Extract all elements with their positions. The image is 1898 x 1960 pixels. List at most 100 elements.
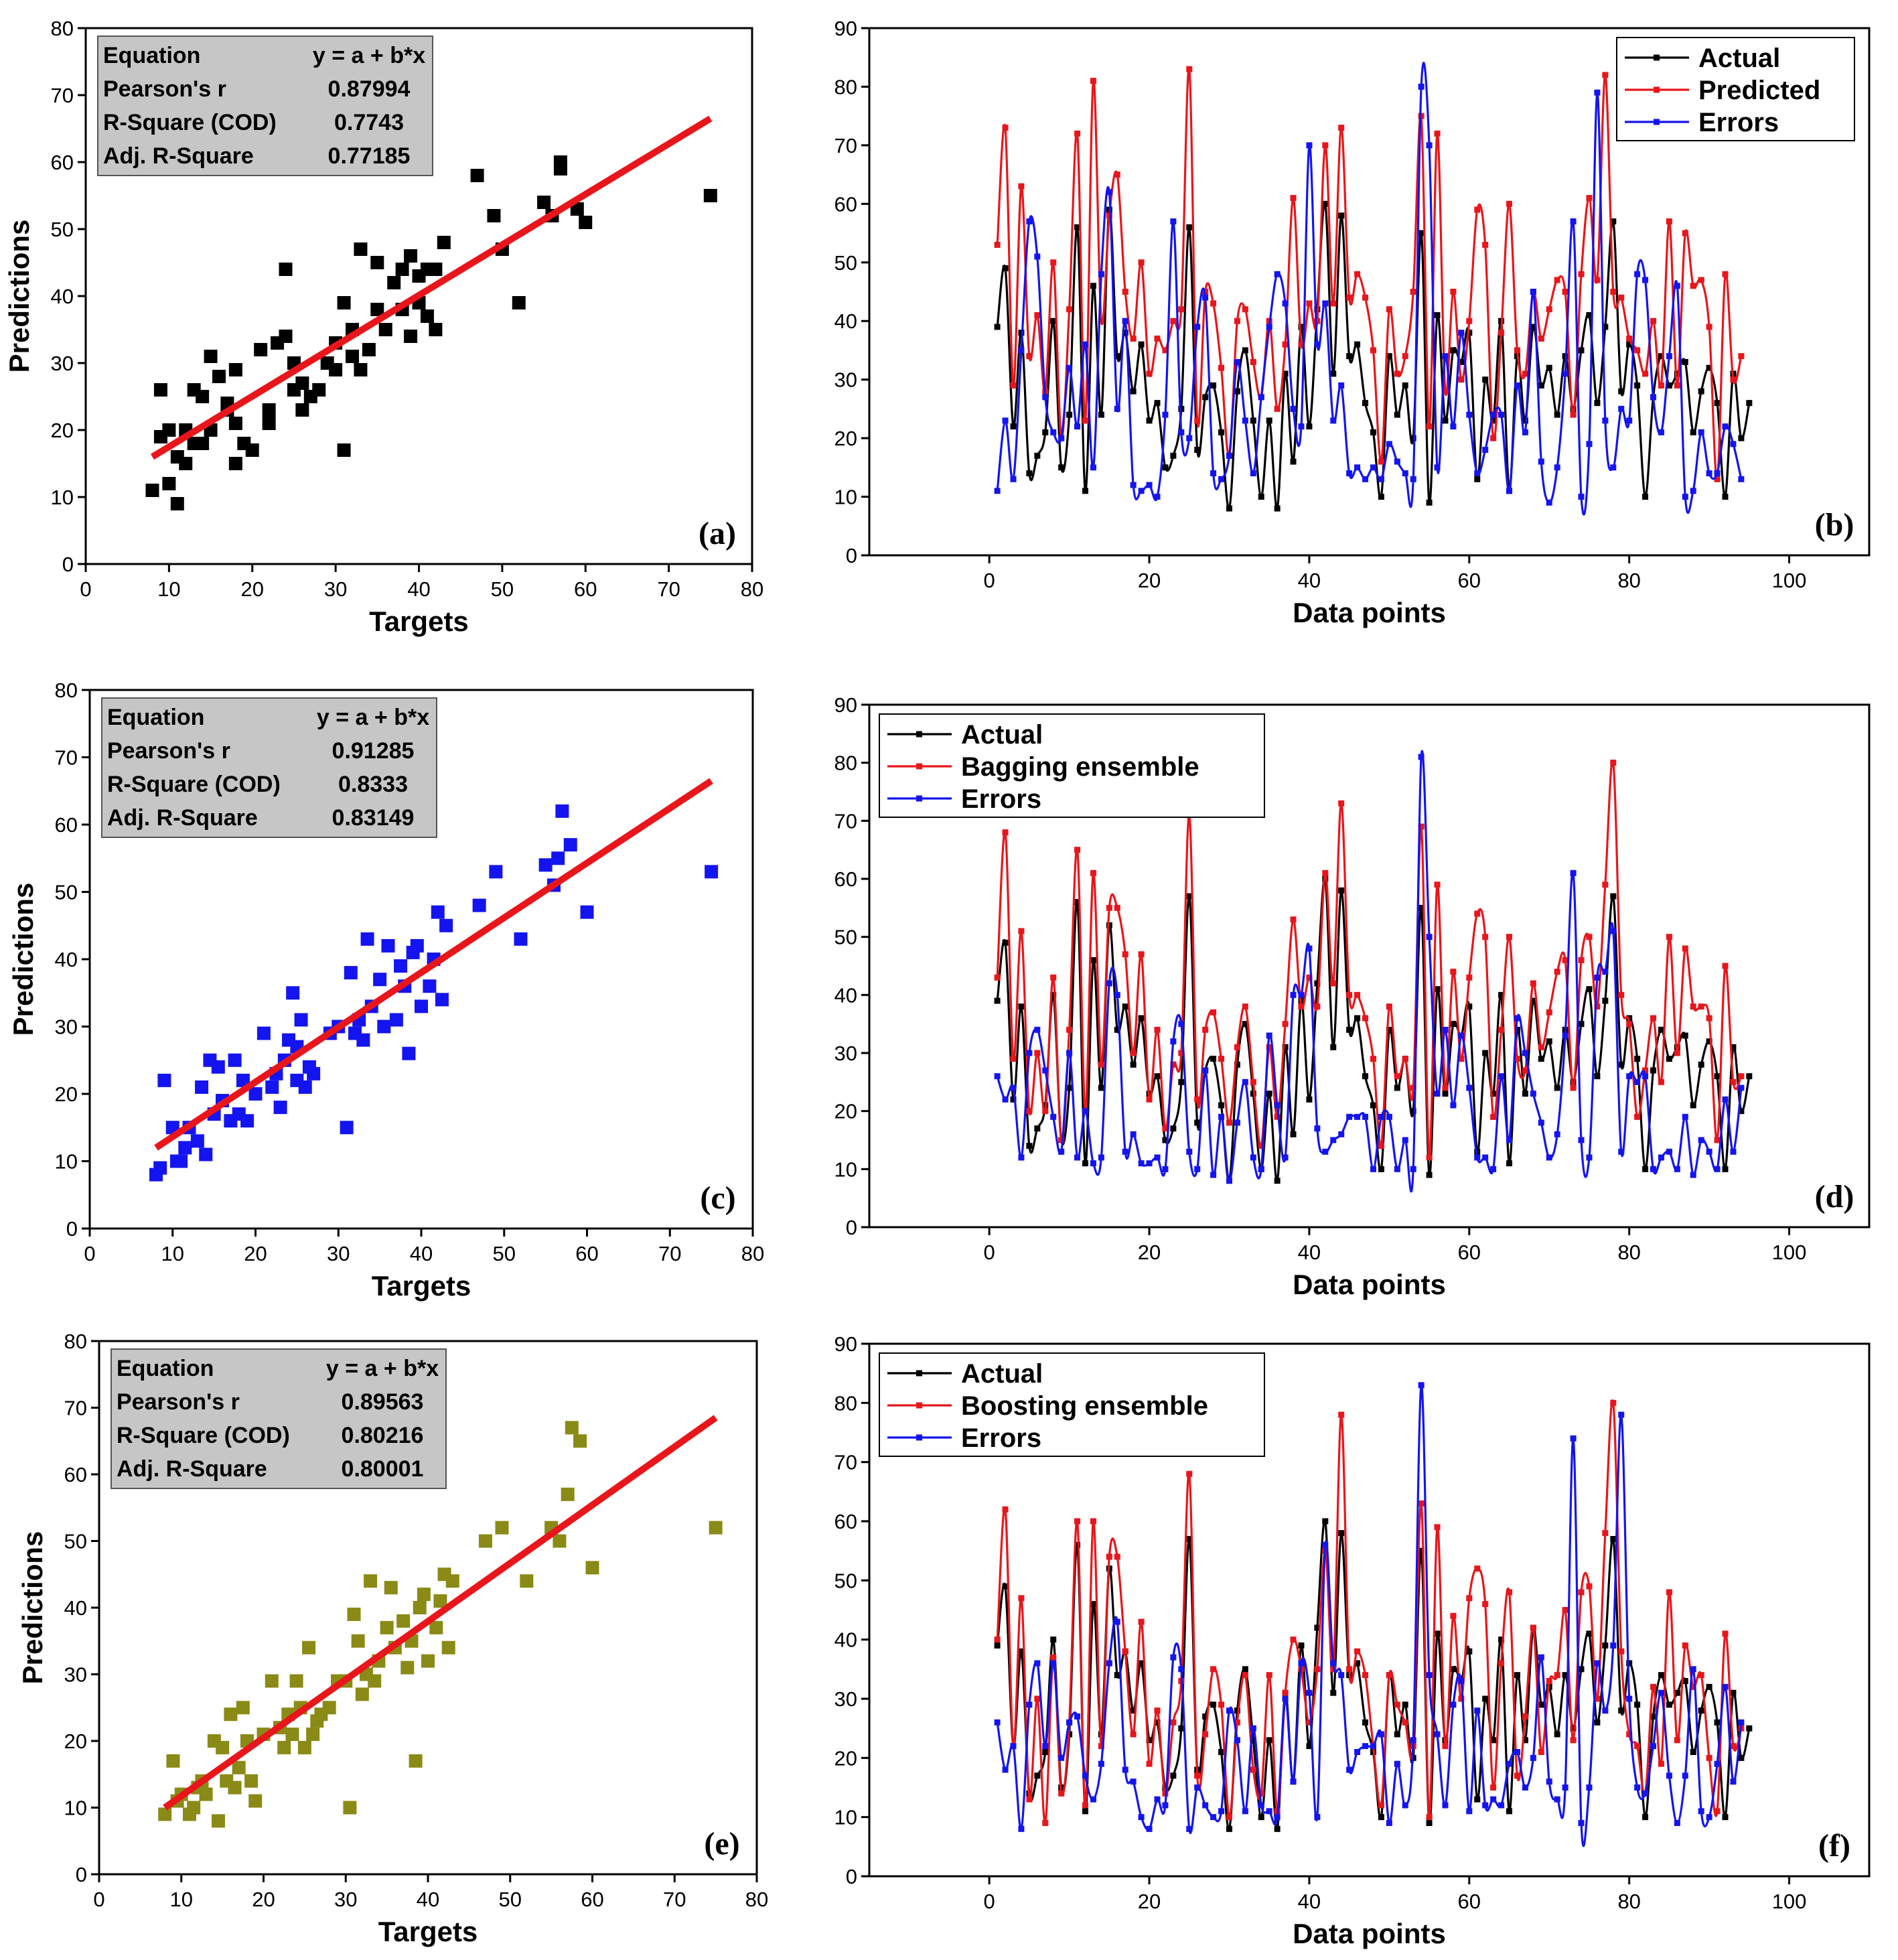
- series-marker: [1690, 1683, 1696, 1690]
- scatter-point: [395, 263, 409, 276]
- y-tick-label: 10: [834, 1806, 857, 1829]
- series-marker: [1242, 1078, 1248, 1085]
- series-marker: [1362, 1672, 1369, 1679]
- series-marker: [1714, 400, 1721, 407]
- series-marker: [1090, 464, 1096, 471]
- series-marker: [1202, 1713, 1209, 1720]
- scatter-point: [196, 390, 210, 403]
- series-marker: [1090, 283, 1096, 289]
- series-marker: [1234, 1737, 1240, 1744]
- series-marker: [1506, 1589, 1513, 1596]
- series-marker: [1482, 1050, 1489, 1056]
- series-marker: [1378, 476, 1384, 482]
- x-tick-label: 60: [581, 1888, 603, 1911]
- x-tick-label: 50: [499, 1888, 522, 1911]
- series-marker: [1154, 1073, 1161, 1080]
- x-tick-label: 40: [1298, 1241, 1321, 1264]
- series-marker: [1282, 1154, 1289, 1161]
- series-marker: [1634, 382, 1641, 389]
- series-marker: [1538, 335, 1544, 342]
- series-marker: [1370, 1102, 1376, 1109]
- series-marker: [1194, 1784, 1201, 1791]
- series-marker: [1066, 1026, 1073, 1033]
- series-marker: [1442, 1084, 1449, 1091]
- series-marker: [1122, 1003, 1128, 1010]
- series-marker: [1386, 306, 1392, 313]
- series-marker: [1706, 1814, 1712, 1821]
- scatter-point: [298, 1080, 312, 1094]
- series-marker: [1306, 423, 1313, 430]
- series-marker: [1338, 1530, 1345, 1537]
- series-marker: [1418, 1382, 1425, 1389]
- series-marker: [1266, 417, 1272, 424]
- x-axis-title: Data points: [1293, 1918, 1446, 1949]
- series-marker: [994, 324, 1001, 330]
- series-marker: [1530, 1754, 1536, 1761]
- series-marker: [1514, 382, 1520, 389]
- series-marker: [1202, 294, 1209, 301]
- series-marker: [1602, 1642, 1609, 1649]
- series-marker: [1274, 1814, 1281, 1821]
- panel-b: 0 20 40 60 80 100 0 10 20 30 40 50 60 70 80 90 Data poin…: [834, 17, 1871, 628]
- scatter-point: [289, 1674, 303, 1688]
- series-marker: [1082, 1802, 1088, 1809]
- scatter-point: [413, 1601, 427, 1614]
- series-marker: [1378, 1166, 1384, 1172]
- series-marker: [1562, 1607, 1568, 1613]
- series-marker: [1162, 1125, 1169, 1132]
- series-marker: [1650, 1166, 1657, 1172]
- y-tick-label: 70: [834, 134, 857, 157]
- series-marker: [1666, 382, 1672, 389]
- series-marker: [1602, 72, 1609, 78]
- scatter-point: [351, 1634, 365, 1648]
- scatter-point: [380, 1620, 394, 1634]
- series-marker: [1466, 1084, 1473, 1091]
- series-marker: [1242, 1808, 1248, 1815]
- series-marker: [1282, 1044, 1289, 1050]
- series-marker: [1698, 1808, 1704, 1815]
- series-marker: [1506, 934, 1513, 940]
- series-marker: [1570, 218, 1577, 225]
- series-marker: [1410, 476, 1416, 482]
- series-marker: [1586, 195, 1593, 202]
- series-marker: [1674, 1050, 1680, 1056]
- series-marker: [1154, 1719, 1161, 1726]
- series-marker: [1722, 1166, 1729, 1172]
- series-marker: [1442, 1802, 1449, 1809]
- series-marker: [1610, 893, 1617, 900]
- series-marker: [1466, 1595, 1473, 1602]
- series-marker: [1506, 1760, 1513, 1767]
- scatter-point: [377, 1020, 391, 1034]
- series-line-boosting-ensemble: [996, 1399, 1743, 1825]
- series-marker: [1506, 1160, 1513, 1167]
- series-marker: [1282, 300, 1289, 307]
- series-marker: [1178, 1050, 1185, 1056]
- y-tick-label: 50: [834, 1569, 857, 1592]
- series-marker: [1306, 1719, 1313, 1726]
- series-marker: [1546, 1009, 1552, 1016]
- series-marker: [1506, 488, 1513, 494]
- series-marker: [1346, 1766, 1353, 1773]
- series-marker: [1666, 1701, 1672, 1708]
- series-marker: [1346, 991, 1353, 998]
- series-marker: [1098, 411, 1104, 418]
- stats-label: R-Square (COD): [103, 110, 277, 135]
- scatter-point: [553, 1534, 567, 1548]
- x-tick-label: 60: [1458, 1241, 1481, 1264]
- series-marker: [1082, 488, 1088, 494]
- series-marker: [1706, 324, 1712, 330]
- series-marker: [1490, 1113, 1497, 1120]
- stats-value: y = a + b*x: [313, 43, 425, 68]
- series-marker: [1138, 1160, 1145, 1167]
- scatter-point: [228, 417, 242, 430]
- stats-value: 0.87994: [328, 76, 411, 102]
- series-marker: [994, 1636, 1001, 1643]
- stats-label: Adj. R-Square: [117, 1456, 267, 1482]
- series-marker: [1210, 382, 1217, 389]
- series-marker: [1418, 230, 1425, 236]
- series-marker: [1482, 1601, 1489, 1608]
- series-marker: [1634, 1701, 1641, 1708]
- series-marker: [1314, 341, 1321, 348]
- series-marker: [1378, 494, 1384, 500]
- series-marker: [1538, 1701, 1544, 1708]
